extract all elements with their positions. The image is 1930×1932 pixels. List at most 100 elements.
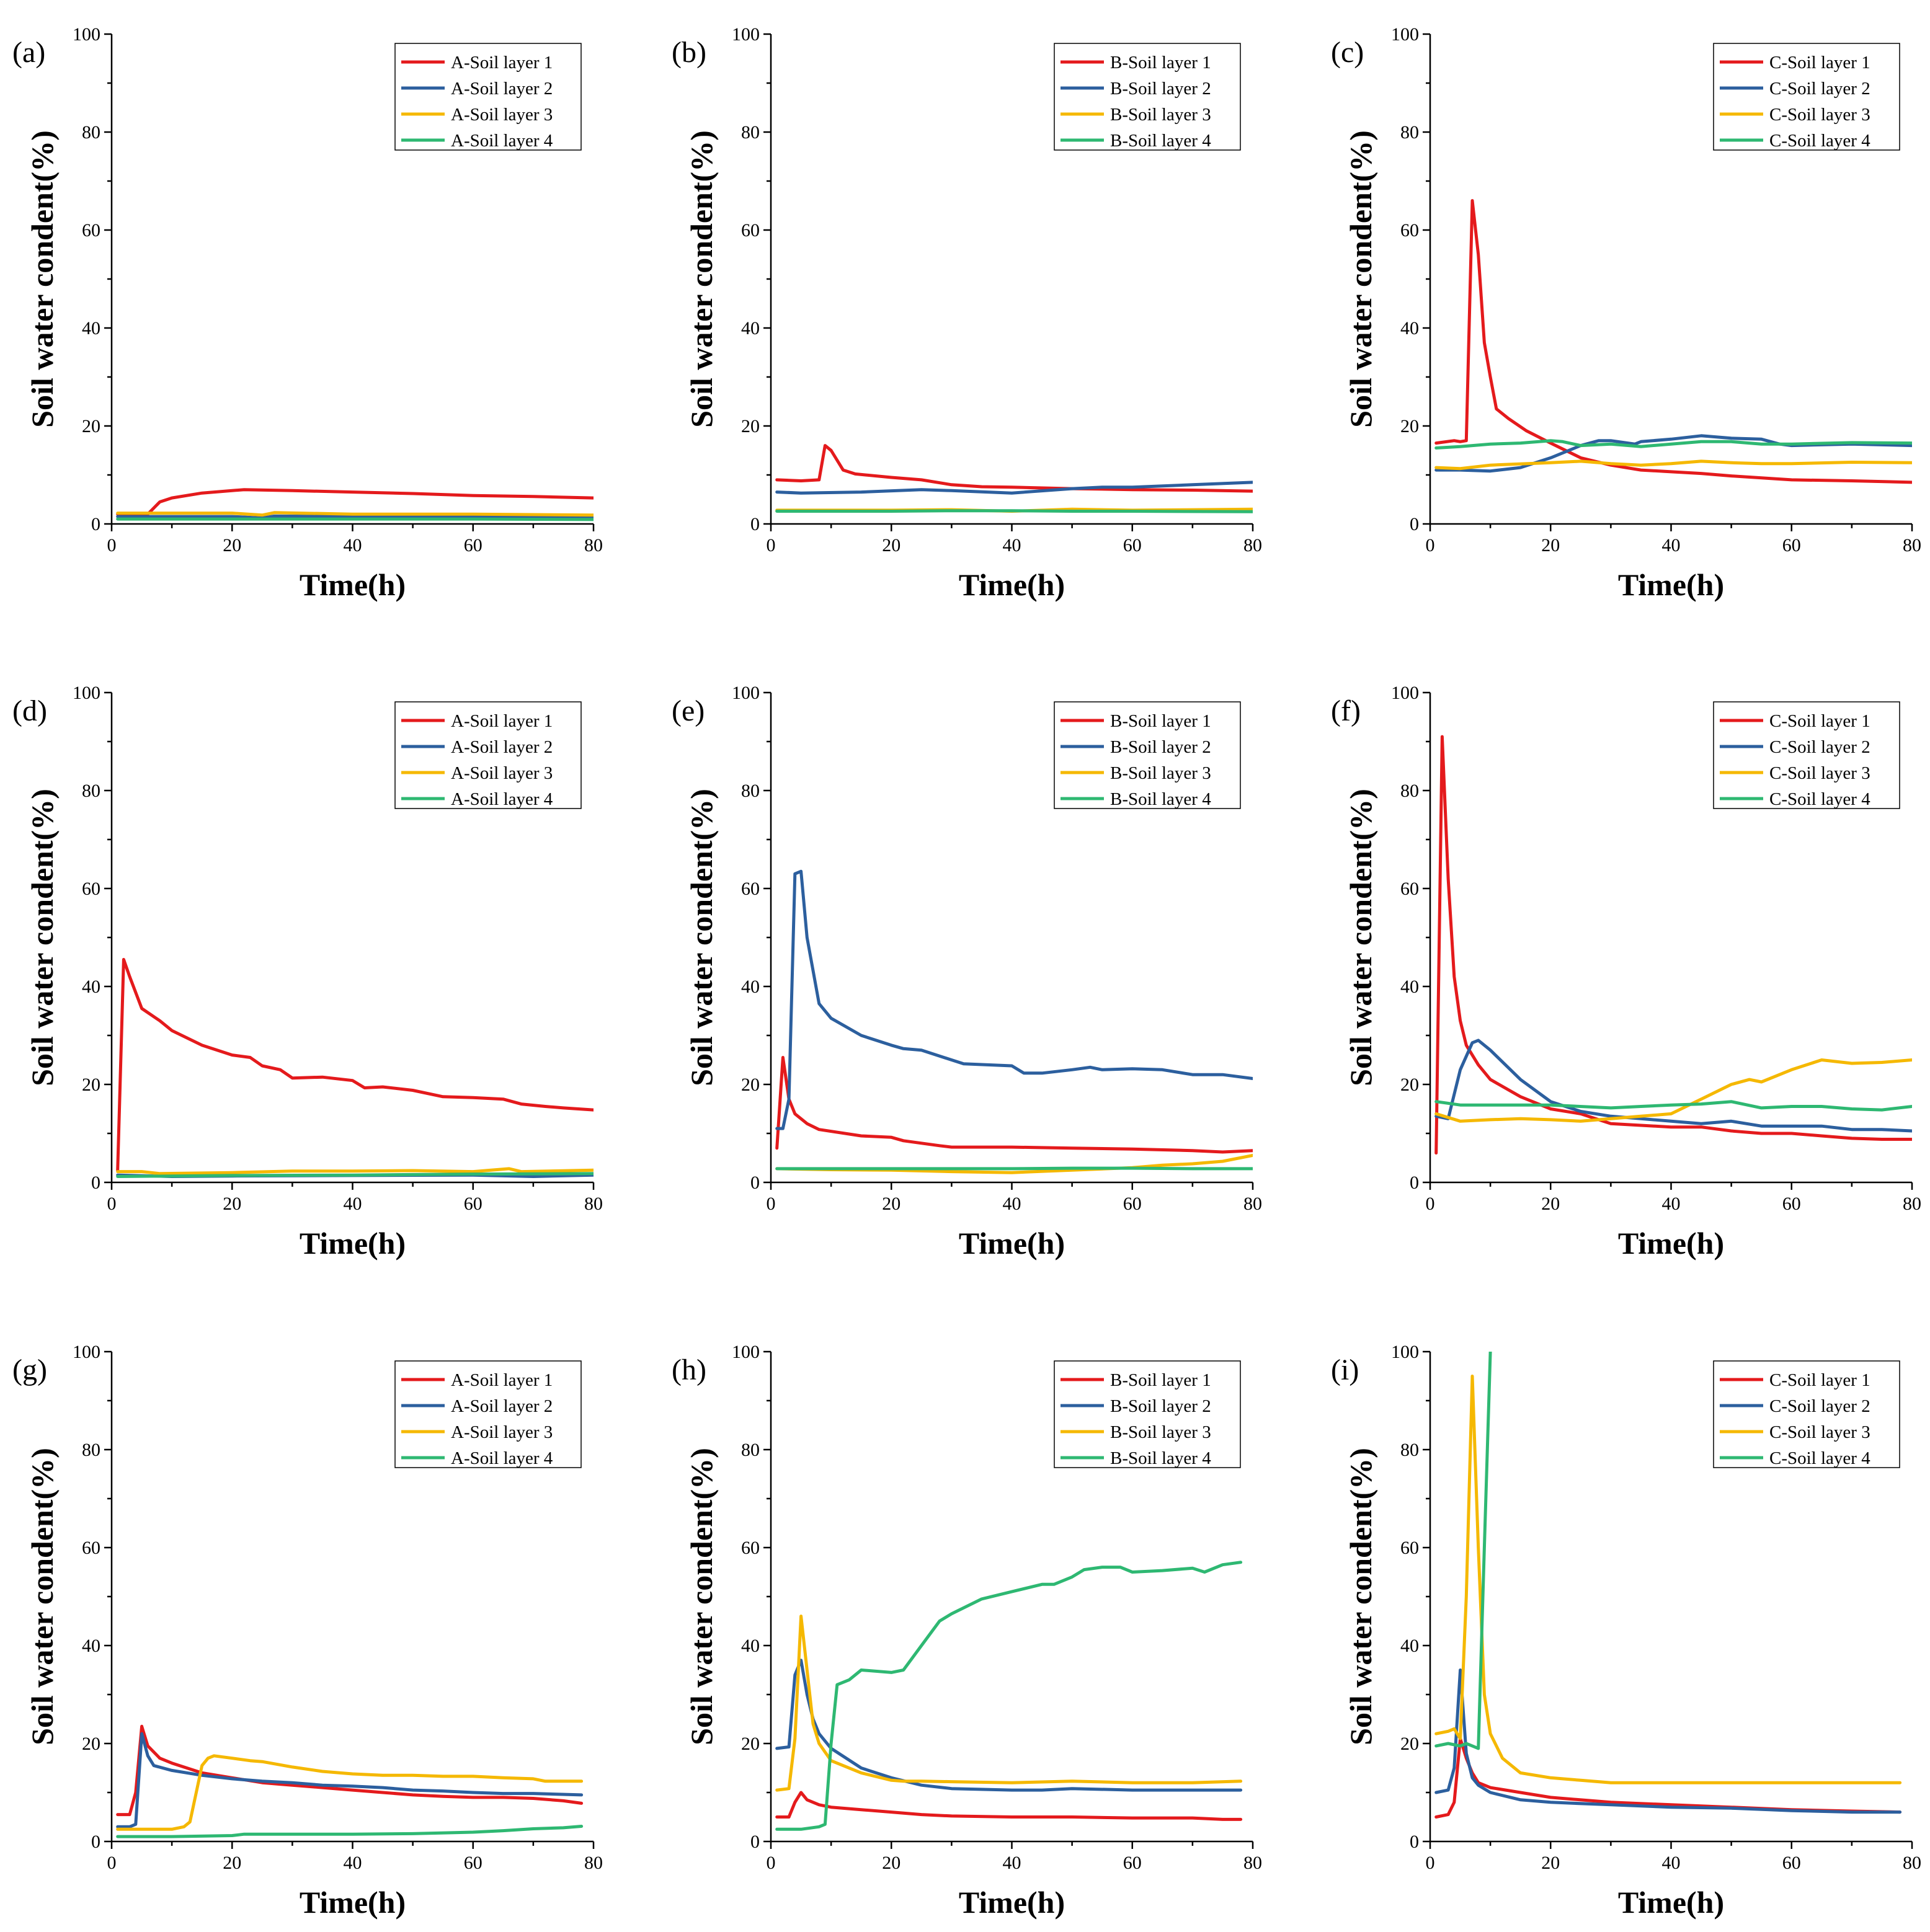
legend-label: C-Soil layer 1 bbox=[1769, 711, 1870, 731]
chart-panel-g: 0 20 40 60 80 0 20 40 60 80 100 Time(h) Soil water c… bbox=[12, 1342, 603, 1920]
x-tick-label: 0 bbox=[767, 1853, 776, 1873]
series-line-layer-1 bbox=[116, 1724, 584, 1817]
y-tick-label: 80 bbox=[1400, 122, 1419, 143]
series-line-layer-2 bbox=[116, 1732, 584, 1828]
y-axis-title: Soil water condent(%) bbox=[1343, 1448, 1378, 1745]
legend-label: C-Soil layer 4 bbox=[1769, 1448, 1870, 1468]
y-tick-label: 40 bbox=[82, 1636, 100, 1656]
panel-label: (c) bbox=[1331, 36, 1364, 69]
legend-label: A-Soil layer 4 bbox=[451, 1448, 553, 1468]
x-tick-label: 60 bbox=[1782, 1853, 1801, 1873]
y-tick-label: 80 bbox=[741, 781, 760, 801]
y-tick-label: 0 bbox=[91, 1832, 100, 1852]
y-axis-title: Soil water condent(%) bbox=[684, 789, 719, 1086]
y-tick-label: 20 bbox=[1400, 1734, 1419, 1754]
y-axis-title: Soil water condent(%) bbox=[25, 789, 60, 1086]
y-tick-label: 40 bbox=[82, 318, 100, 339]
y-tick-label: 60 bbox=[741, 1538, 760, 1558]
y-tick-label: 0 bbox=[750, 1172, 760, 1193]
chart-panel-f: 0 20 40 60 80 0 20 40 60 80 100 Time(h) Soil water c… bbox=[1331, 683, 1921, 1261]
y-tick-label: 40 bbox=[1400, 977, 1419, 997]
series-line-layer-3 bbox=[1434, 1375, 1902, 1784]
legend-label: B-Soil layer 4 bbox=[1110, 131, 1211, 151]
chart-panel-h: 0 20 40 60 80 0 20 40 60 80 100 Time(h) Soil water c… bbox=[672, 1342, 1262, 1920]
x-tick-label: 40 bbox=[344, 1194, 362, 1214]
chart-panel-d: 0 20 40 60 80 0 20 40 60 80 100 Time(h) Soil water c… bbox=[12, 683, 603, 1261]
series-line-layer-4 bbox=[1434, 1100, 1912, 1112]
x-tick-label: 60 bbox=[1782, 1194, 1801, 1214]
series-line-layer-1 bbox=[1434, 1737, 1902, 1819]
x-tick-label: 20 bbox=[223, 1853, 241, 1873]
y-tick-label: 40 bbox=[1400, 1636, 1419, 1656]
legend-box bbox=[1054, 1360, 1241, 1468]
legend-label: C-Soil layer 3 bbox=[1769, 763, 1870, 783]
series-line-layer-1 bbox=[775, 444, 1253, 493]
x-tick-label: 60 bbox=[464, 1853, 482, 1873]
legend-label: B-Soil layer 2 bbox=[1110, 737, 1211, 757]
series-line-layer-3 bbox=[1434, 1058, 1912, 1123]
x-tick-label: 80 bbox=[584, 1194, 603, 1214]
series-line-layer-4 bbox=[775, 509, 1253, 513]
y-tick-label: 0 bbox=[750, 1832, 760, 1852]
y-tick-label: 60 bbox=[82, 879, 100, 899]
legend-label: C-Soil layer 4 bbox=[1769, 131, 1870, 151]
legend-label: A-Soil layer 2 bbox=[451, 737, 553, 757]
x-tick-label: 80 bbox=[1903, 1853, 1921, 1873]
y-tick-label: 100 bbox=[732, 1342, 760, 1362]
legend-label: B-Soil layer 1 bbox=[1110, 1370, 1211, 1390]
series-line-layer-2 bbox=[1434, 1668, 1902, 1814]
series-group bbox=[1434, 735, 1912, 1155]
legend-label: B-Soil layer 4 bbox=[1110, 789, 1211, 809]
y-tick-label: 60 bbox=[1400, 1538, 1419, 1558]
x-tick-label: 20 bbox=[882, 1194, 901, 1214]
series-group bbox=[775, 1561, 1243, 1831]
series-group bbox=[1434, 199, 1912, 484]
legend-label: B-Soil layer 2 bbox=[1110, 1396, 1211, 1416]
legend: A-Soil layer 1 A-Soil layer 2 A-Soil layer… bbox=[394, 701, 582, 809]
chart-panel-i: 0 20 40 60 80 0 20 40 60 80 100 Time(h) Soil water c… bbox=[1331, 1342, 1921, 1920]
legend: A-Soil layer 1 A-Soil layer 2 A-Soil layer… bbox=[394, 1360, 582, 1468]
series-line-layer-3 bbox=[116, 511, 594, 517]
x-tick-label: 60 bbox=[1782, 535, 1801, 556]
x-axis-title: Time(h) bbox=[959, 567, 1065, 602]
x-tick-label: 0 bbox=[767, 535, 776, 556]
legend-label: C-Soil layer 2 bbox=[1769, 1396, 1870, 1416]
series-group bbox=[775, 444, 1253, 513]
x-axis-title: Time(h) bbox=[959, 1226, 1065, 1261]
series-line-layer-4 bbox=[116, 517, 594, 521]
legend-label: A-Soil layer 1 bbox=[451, 53, 553, 73]
legend-label: C-Soil layer 2 bbox=[1769, 79, 1870, 99]
legend: C-Soil layer 1 C-Soil layer 2 C-Soil layer… bbox=[1713, 701, 1900, 809]
panel-label: (h) bbox=[672, 1354, 706, 1386]
legend-label: C-Soil layer 4 bbox=[1769, 789, 1870, 809]
x-tick-label: 60 bbox=[1123, 535, 1142, 556]
y-tick-label: 100 bbox=[1391, 1342, 1419, 1362]
panel-label: (d) bbox=[12, 694, 47, 727]
panel-label: (i) bbox=[1331, 1354, 1359, 1386]
legend-label: A-Soil layer 4 bbox=[451, 131, 553, 151]
y-tick-label: 0 bbox=[1410, 1832, 1419, 1852]
legend-label: C-Soil layer 2 bbox=[1769, 737, 1870, 757]
y-tick-label: 60 bbox=[741, 879, 760, 899]
legend: B-Soil layer 1 B-Soil layer 2 B-Soil layer… bbox=[1054, 701, 1241, 809]
y-tick-label: 80 bbox=[82, 122, 100, 143]
legend-label: B-Soil layer 1 bbox=[1110, 711, 1211, 731]
chart-panel-a: 0 20 40 60 80 0 20 40 60 80 100 Time(h) Soil water c… bbox=[12, 24, 603, 602]
x-axis-title: Time(h) bbox=[1618, 1226, 1724, 1261]
chart-panel-e: 0 20 40 60 80 0 20 40 60 80 100 Time(h) Soil water c… bbox=[672, 683, 1262, 1261]
legend-label: A-Soil layer 1 bbox=[451, 711, 553, 731]
y-axis-title: Soil water condent(%) bbox=[25, 130, 60, 428]
y-tick-label: 80 bbox=[82, 781, 100, 801]
series-line-layer-3 bbox=[1434, 459, 1912, 471]
y-tick-label: 20 bbox=[741, 416, 760, 436]
x-axis-title: Time(h) bbox=[1618, 1885, 1724, 1920]
series-group bbox=[116, 1724, 584, 1838]
x-tick-label: 40 bbox=[1662, 535, 1681, 556]
x-tick-label: 40 bbox=[344, 535, 362, 556]
series-line-layer-1 bbox=[1434, 735, 1912, 1155]
series-line-layer-4 bbox=[116, 1825, 584, 1838]
x-tick-label: 40 bbox=[1003, 535, 1021, 556]
y-tick-label: 100 bbox=[73, 683, 100, 703]
legend: A-Soil layer 1 A-Soil layer 2 A-Soil layer… bbox=[394, 43, 582, 151]
